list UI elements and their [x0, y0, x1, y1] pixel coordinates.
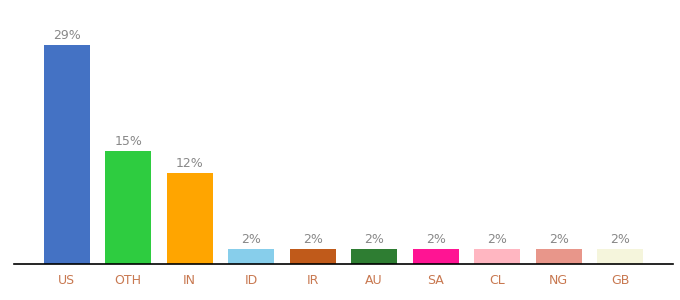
Bar [536, 249, 581, 264]
Text: 2%: 2% [610, 233, 630, 246]
Bar [105, 151, 151, 264]
Text: 15%: 15% [114, 135, 142, 148]
Text: 2%: 2% [303, 233, 322, 246]
Bar [597, 249, 643, 264]
Text: 2%: 2% [549, 233, 568, 246]
Text: 2%: 2% [487, 233, 507, 246]
Bar [167, 173, 213, 264]
Bar [228, 249, 274, 264]
Bar [474, 249, 520, 264]
Text: 2%: 2% [364, 233, 384, 246]
Bar [290, 249, 336, 264]
Bar [413, 249, 459, 264]
Text: 29%: 29% [53, 29, 80, 42]
Bar [44, 45, 90, 264]
Text: 2%: 2% [426, 233, 445, 246]
Text: 2%: 2% [241, 233, 261, 246]
Bar [351, 249, 397, 264]
Text: 12%: 12% [175, 158, 203, 170]
